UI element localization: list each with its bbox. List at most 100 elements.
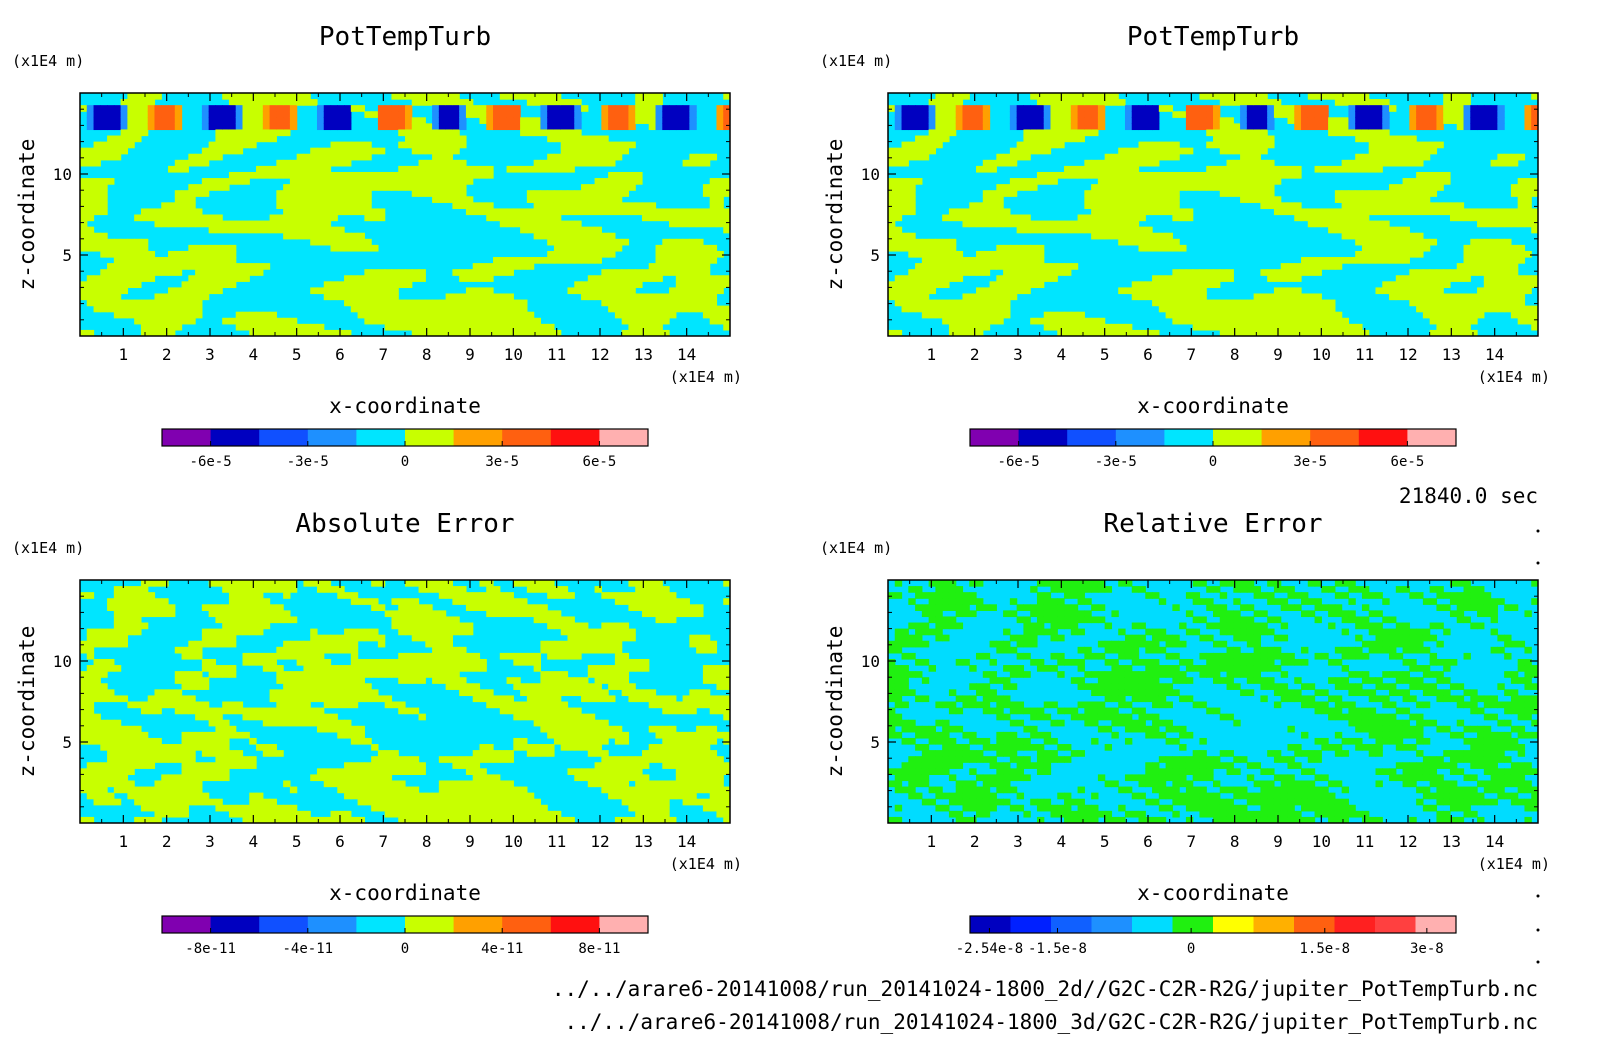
colorbar-swatch [1051,916,1092,933]
x-tick-label: 1 [119,832,129,851]
heatmap-field [80,580,730,823]
chart-title: PotTempTurb [319,22,491,52]
chart-panel-2: PotTempTurb(x1E4 m)1 2 3 4 5 6 7 8 9 10 11 12 13 1451… [820,22,1550,470]
colorbar-tick-label: -6e-5 [998,454,1040,470]
colorbar-tick-label: -3e-5 [287,454,329,470]
x-unit-label: (x1E4 m) [670,368,742,386]
x-axis-label: x-coordinate [1137,881,1289,905]
x-tick-label: 11 [547,345,566,364]
colorbar-swatch [307,429,357,446]
x-tick-label: 13 [1442,832,1461,851]
corner-dots [1536,529,1540,964]
colorbar-swatch [1261,429,1311,446]
y-tick-label: 10 [861,165,880,184]
colorbar-swatch [162,916,212,933]
colorbar-tick-label: 0 [401,454,409,470]
colorbar: -8e-11 -4e-11 0 4e-11 8e-11 [161,915,649,957]
colorbar-swatch [356,429,406,446]
x-tick-label: 6 [1143,832,1153,851]
x-axis-label: x-coordinate [329,881,481,905]
colorbar: -6e-5 -3e-5 0 3e-5 6e-5 [161,428,649,470]
x-tick-label: 14 [677,345,696,364]
x-tick-label: 1 [119,345,129,364]
x-tick-label: 4 [1057,832,1067,851]
colorbar: -2.54e-8 -1.5e-8 0 1.5e-8 3e-8 [956,915,1457,957]
time-label: 21840.0 sec [1399,484,1538,508]
y-unit-label: (x1E4 m) [12,52,84,70]
x-tick-label: 8 [1230,832,1240,851]
y-axis-label: z-coordinate [823,139,847,291]
colorbar-tick-label: 8e-11 [578,941,620,957]
x-tick-label: 8 [1230,345,1240,364]
x-tick-label: 11 [547,832,566,851]
x-tick-label: 5 [1100,345,1110,364]
x-tick-label: 10 [504,832,523,851]
heatmap-field [888,580,1538,823]
chart-panel-4: Relative Error(x1E4 m)1 2 3 4 5 6 7 8 9 10 11 12 13 1… [820,509,1550,957]
colorbar-tick-label: 0 [1187,941,1195,957]
x-tick-label: 7 [1187,832,1197,851]
x-tick-label: 5 [292,345,302,364]
colorbar-tick-label: -4e-11 [283,941,334,957]
colorbar-swatch [405,429,455,446]
colorbar-tick-label: 6e-5 [1391,454,1425,470]
colorbar-swatch [550,916,600,933]
colorbar-swatch [1375,916,1416,933]
colorbar-swatch [405,916,455,933]
x-tick-label: 5 [292,832,302,851]
x-tick-label: 11 [1355,832,1374,851]
colorbar-swatch [210,429,260,446]
x-tick-label: 13 [634,832,653,851]
colorbar-swatch [1213,429,1263,446]
heatmap-field [888,93,1538,336]
colorbar-swatch [1067,429,1117,446]
colorbar-swatch [453,429,503,446]
x-tick-label: 13 [634,345,653,364]
colorbar-swatch [1415,916,1457,933]
y-axis-label: z-coordinate [823,626,847,778]
y-tick-label: 5 [62,733,72,752]
x-tick-label: 12 [1398,345,1417,364]
x-tick-label: 1 [927,832,937,851]
x-tick-label: 3 [1013,832,1023,851]
x-tick-label: 8 [422,345,432,364]
chart-panel-3: Absolute Error(x1E4 m)1 2 3 4 5 6 7 8 9 10 11 12 13 1… [12,509,742,957]
x-tick-label: 6 [335,345,345,364]
colorbar-swatch [210,916,260,933]
colorbar-tick-label: 1.5e-8 [1299,941,1350,957]
x-tick-label: 12 [590,832,609,851]
x-unit-label: (x1E4 m) [1478,855,1550,873]
x-tick-label: 2 [970,832,980,851]
colorbar: -6e-5 -3e-5 0 3e-5 6e-5 [969,428,1457,470]
x-tick-label: 7 [1187,345,1197,364]
y-unit-label: (x1E4 m) [820,52,892,70]
heatmap-field [80,93,730,336]
x-tick-label: 5 [1100,832,1110,851]
colorbar-tick-label: 0 [1209,454,1217,470]
chart-title: Absolute Error [295,509,514,539]
x-tick-label: 9 [465,345,475,364]
y-tick-label: 10 [53,165,72,184]
colorbar-swatch [970,916,1011,933]
colorbar-tick-label: 0 [401,941,409,957]
colorbar-swatch [970,429,1020,446]
x-tick-label: 12 [1398,832,1417,851]
x-tick-label: 2 [162,832,172,851]
x-tick-label: 7 [379,832,389,851]
colorbar-swatch [162,429,212,446]
x-tick-label: 8 [422,832,432,851]
colorbar-tick-label: 4e-11 [481,941,523,957]
y-tick-label: 5 [62,246,72,265]
y-unit-label: (x1E4 m) [12,539,84,557]
colorbar-swatch [1172,916,1214,933]
x-unit-label: (x1E4 m) [1478,368,1550,386]
colorbar-swatch [1334,916,1376,933]
colorbar-swatch [1407,429,1457,446]
colorbar-swatch [550,429,600,446]
x-tick-label: 1 [927,345,937,364]
x-tick-label: 6 [1143,345,1153,364]
x-tick-label: 10 [1312,832,1331,851]
x-tick-label: 2 [162,345,172,364]
colorbar-swatch [502,429,552,446]
colorbar-swatch [453,916,503,933]
